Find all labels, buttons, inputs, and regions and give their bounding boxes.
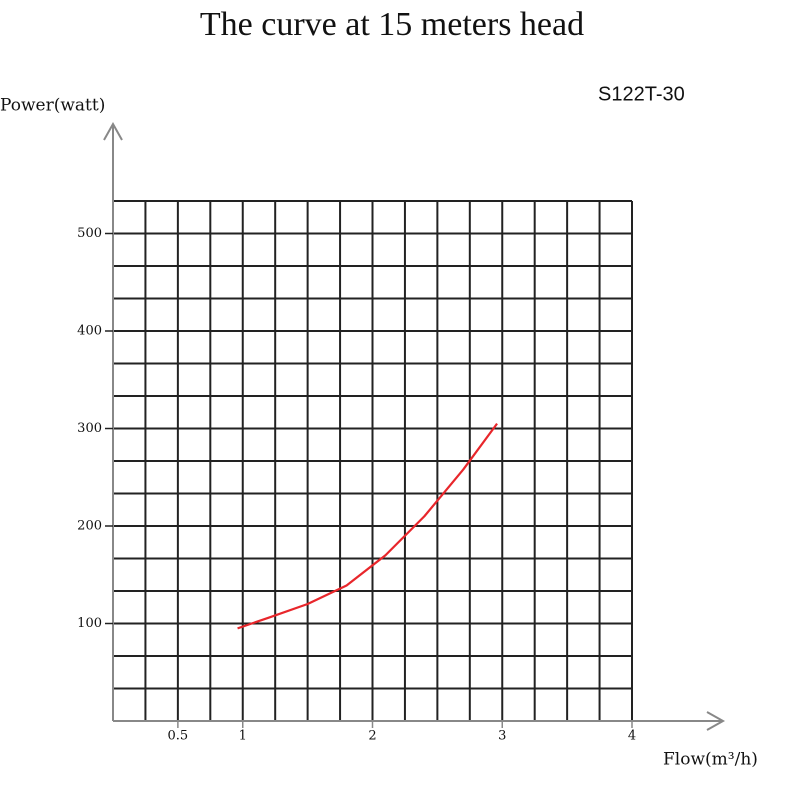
x-axis-arrow [706, 711, 726, 731]
chart-title: The curve at 15 meters head [200, 6, 584, 43]
y-tick-label: 300 [77, 421, 102, 436]
y-axis-label: Power(watt) [0, 96, 105, 116]
y-tick-label: 400 [77, 323, 102, 338]
y-tick-label: 100 [77, 616, 102, 631]
x-tick-label: 4 [628, 729, 636, 744]
y-tick-label: 500 [77, 226, 102, 241]
y-tick-label: 200 [77, 518, 102, 533]
x-tick-label: 1 [239, 729, 247, 744]
y-axis-arrow [103, 121, 123, 141]
power-curve [237, 422, 498, 630]
x-tick-label: 0.5 [168, 729, 189, 744]
x-tick-label: 3 [498, 729, 506, 744]
grid [112, 200, 633, 722]
chart-subtitle: S122T-30 [598, 83, 685, 105]
x-axis-label: Flow(m³/h) [663, 750, 758, 770]
x-tick-label: 2 [368, 729, 376, 744]
